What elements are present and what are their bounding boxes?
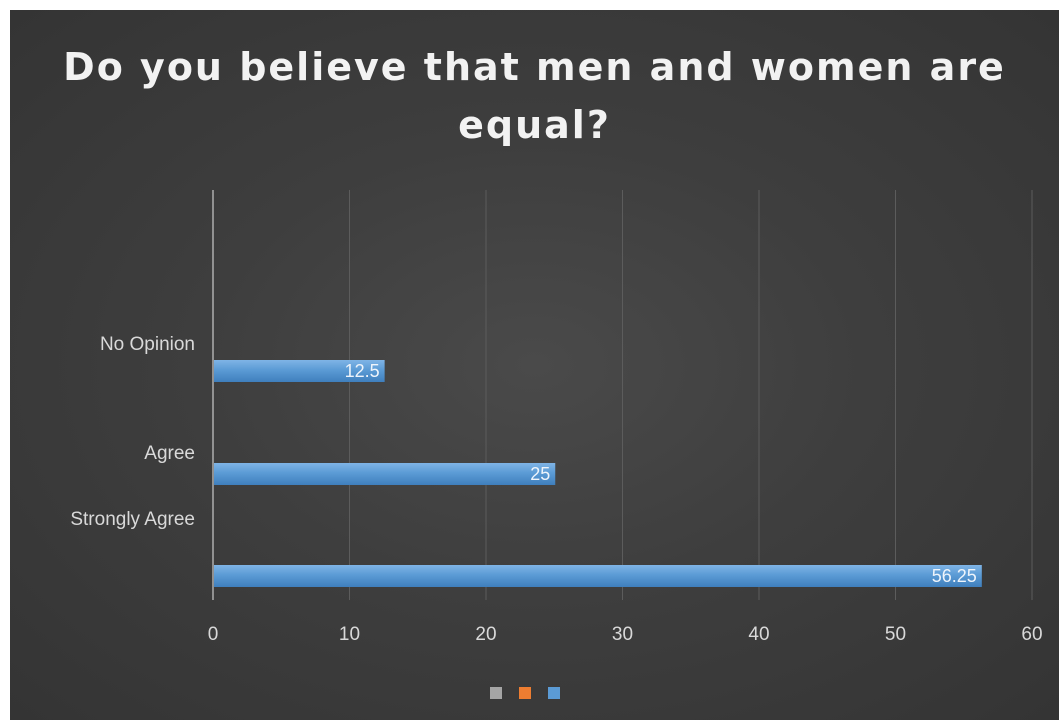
- bar: [214, 360, 385, 382]
- x-tick-label: 40: [748, 624, 769, 645]
- bar: [214, 565, 982, 587]
- x-tick-label: 0: [208, 624, 219, 645]
- category-label: No Opinion: [100, 334, 195, 355]
- data-label: 25: [530, 464, 550, 484]
- legend: [490, 687, 560, 699]
- bars: [214, 360, 982, 587]
- category-label: Strongly Agree: [70, 509, 195, 530]
- bar: [214, 463, 556, 485]
- category-label: Agree: [144, 443, 195, 464]
- chart-title: Do you believe that men and women are eq…: [63, 45, 1006, 147]
- blue-square-icon: [548, 687, 560, 699]
- gray-square-icon: [490, 687, 502, 699]
- x-tick-label: 20: [475, 624, 496, 645]
- chart-area: Do you believe that men and women are eq…: [10, 10, 1059, 720]
- data-label: 56.25: [932, 566, 977, 586]
- data-label: 12.5: [345, 361, 380, 381]
- orange-square-icon: [519, 687, 531, 699]
- chart-plot: 0 10 20 30 40 50 60 No Opinion 12.5 Agree 25 Strong…: [70, 190, 1043, 699]
- x-tick-label: 60: [1021, 624, 1042, 645]
- x-tick-label: 30: [612, 624, 633, 645]
- x-tick-label: 50: [885, 624, 906, 645]
- gridlines: [349, 190, 1033, 600]
- x-tick-label: 10: [339, 624, 360, 645]
- labels: 0 10 20 30 40 50 60 No Opinion 12.5 Agree 25 Strong…: [70, 334, 1042, 645]
